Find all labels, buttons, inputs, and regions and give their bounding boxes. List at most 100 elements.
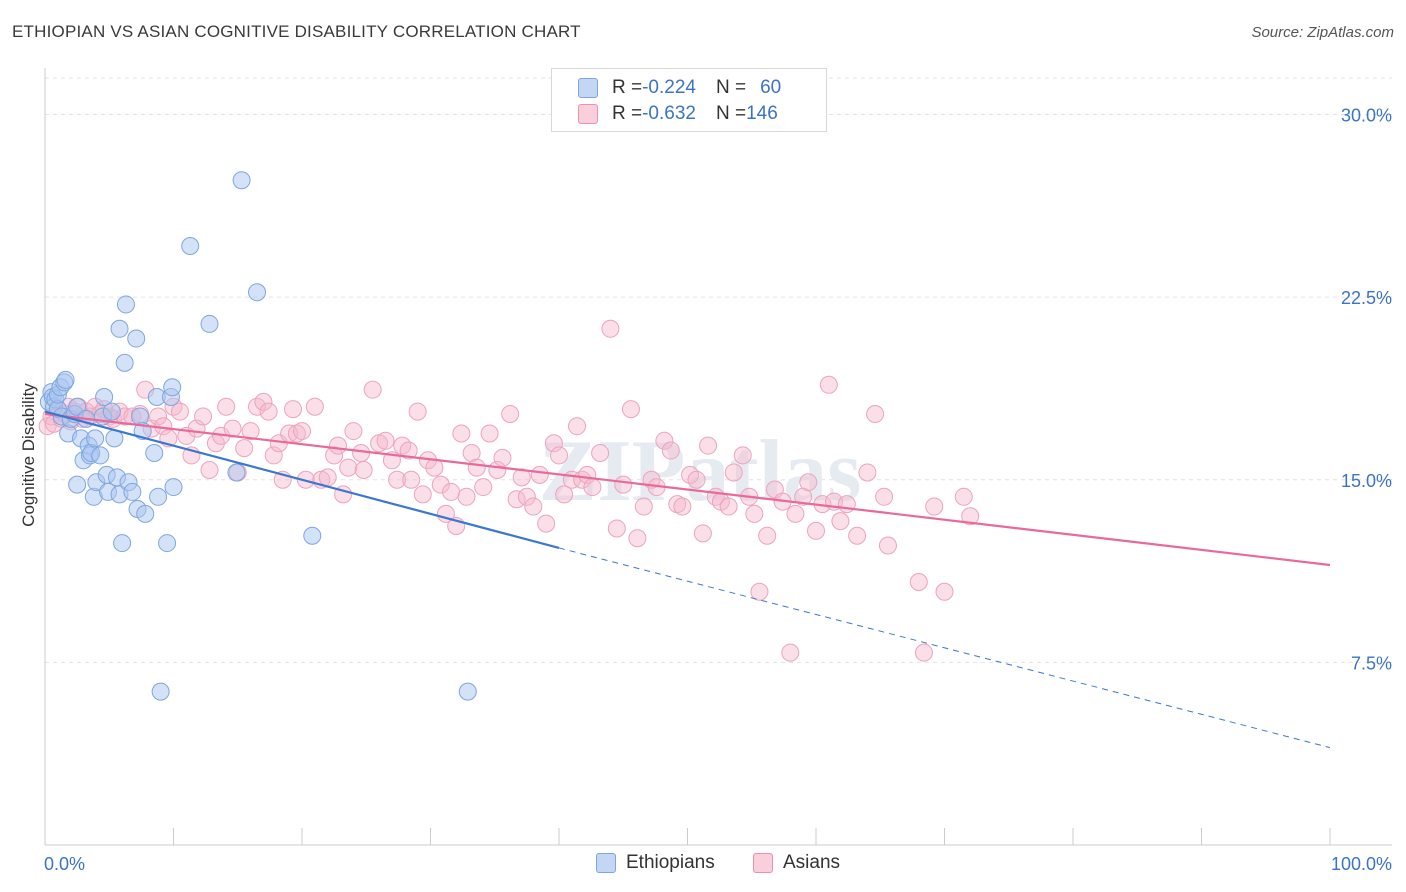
y-tick-label: 15.0% xyxy=(1341,471,1392,491)
asian-point xyxy=(550,446,568,465)
ethiopians-trend-line xyxy=(44,410,560,550)
asian-point xyxy=(363,380,382,399)
asian-point xyxy=(254,392,273,411)
asian-point xyxy=(344,422,363,441)
asian-point xyxy=(866,405,885,424)
ethiopian-point xyxy=(151,682,170,701)
ethiopian-point xyxy=(116,295,135,314)
asian-point xyxy=(607,519,626,538)
asian-point xyxy=(413,485,432,504)
asian-point xyxy=(194,407,213,426)
asian-point xyxy=(848,526,867,545)
asian-point xyxy=(914,643,933,662)
asian-point xyxy=(544,434,563,453)
asian-point xyxy=(837,495,856,514)
asian-point xyxy=(352,443,371,462)
bottom-legend-ethiopians: Ethiopians xyxy=(596,852,715,874)
asian-point xyxy=(673,497,692,516)
asian-point xyxy=(399,441,418,460)
chart-title: ETHIOPIAN VS ASIAN COGNITIVE DISABILITY … xyxy=(12,22,581,41)
asian-point xyxy=(875,487,894,506)
ethiopian-point xyxy=(227,463,246,482)
asian-point xyxy=(781,643,800,662)
asian-point xyxy=(537,514,556,533)
ethiopian-point xyxy=(303,526,322,545)
ethiopian-point xyxy=(68,397,87,416)
ethiopians-trend-extension xyxy=(558,547,1331,749)
asian-point xyxy=(799,473,818,492)
asian-point xyxy=(634,497,653,516)
asian-point xyxy=(524,497,543,516)
asian-point xyxy=(655,431,674,450)
asian-point xyxy=(925,497,944,516)
stats-legend: R = -0.224 N = 60 R = -0.632 N = 146 xyxy=(551,68,827,132)
bottom-legend-asians: Asians xyxy=(753,852,840,874)
legend-r-label: R = xyxy=(612,103,643,124)
asian-point xyxy=(750,582,769,601)
asian-point xyxy=(507,490,526,509)
asian-point xyxy=(693,524,712,543)
asian-point xyxy=(512,468,531,487)
ethiopian-point xyxy=(181,237,200,256)
asian-point xyxy=(530,465,549,484)
asian-point xyxy=(462,443,481,462)
asians-points xyxy=(38,319,980,662)
asian-point xyxy=(170,402,189,421)
asian-point xyxy=(719,497,738,516)
bottom-legend-label: Asians xyxy=(783,852,841,873)
asian-point xyxy=(878,536,897,555)
asian-point xyxy=(241,422,260,441)
ethiopian-point xyxy=(248,283,267,302)
chart-source: Source: ZipAtlas.com xyxy=(1251,24,1394,41)
asian-point xyxy=(235,439,254,458)
asian-point xyxy=(583,478,602,497)
asian-point xyxy=(794,487,813,506)
y-axis-label: Cognitive Disability xyxy=(19,383,38,527)
asian-point xyxy=(573,470,592,489)
gridlines xyxy=(45,77,1392,663)
asian-point xyxy=(758,526,777,545)
asian-point xyxy=(354,461,373,480)
legend-r-value: -0.632 xyxy=(642,103,696,124)
ethiopian-point xyxy=(110,319,129,338)
asian-point xyxy=(668,495,687,514)
asian-point xyxy=(425,458,444,477)
asian-point xyxy=(452,424,471,443)
ethiopian-point xyxy=(145,443,164,462)
ethiopian-point xyxy=(113,534,132,553)
x-tick-label: 100.0% xyxy=(1331,854,1392,874)
asian-point xyxy=(831,512,850,531)
legend-r-value: -0.224 xyxy=(642,77,696,98)
asian-point xyxy=(339,458,358,477)
asian-point xyxy=(745,504,764,523)
ethiopian-point xyxy=(68,475,87,494)
ethiopian-point xyxy=(91,446,110,465)
y-tick-label: 7.5% xyxy=(1351,653,1392,673)
ethiopian-point xyxy=(158,534,177,553)
bottom-legend-swatch-pink xyxy=(753,853,773,873)
axes xyxy=(44,68,1392,846)
asian-point xyxy=(474,478,493,497)
trend-lines xyxy=(44,410,1331,749)
asian-point xyxy=(621,400,640,419)
ethiopian-point xyxy=(149,487,168,506)
asian-point xyxy=(402,470,421,489)
bottom-legend-swatch-blue xyxy=(596,853,616,873)
x-tick-label: 0.0% xyxy=(44,854,85,874)
asian-point xyxy=(935,582,954,601)
ethiopian-point xyxy=(163,378,182,397)
asian-point xyxy=(318,468,337,487)
asian-point xyxy=(284,400,303,419)
asian-point xyxy=(733,446,752,465)
asian-point xyxy=(786,504,805,523)
asian-point xyxy=(457,487,476,506)
asian-point xyxy=(328,436,347,455)
ethiopian-point xyxy=(86,429,105,448)
ethiopian-point xyxy=(102,402,121,421)
legend-swatch-blue xyxy=(578,78,598,98)
ethiopian-point xyxy=(200,314,219,333)
asian-point xyxy=(961,507,980,526)
legend-row-asians: R = -0.632 N = 146 xyxy=(552,101,778,127)
asian-point xyxy=(601,319,620,338)
